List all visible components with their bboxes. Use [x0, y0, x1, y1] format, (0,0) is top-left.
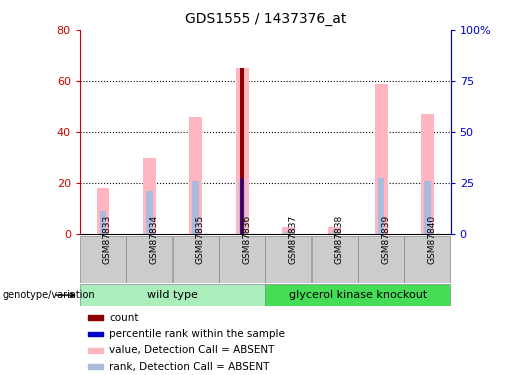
Text: GSM87838: GSM87838 [335, 214, 344, 264]
Bar [88, 332, 103, 336]
Text: value, Detection Call = ABSENT: value, Detection Call = ABSENT [109, 345, 275, 355]
Text: GSM87837: GSM87837 [288, 214, 297, 264]
Bar [80, 284, 265, 306]
Bar [378, 178, 384, 234]
Text: GSM87833: GSM87833 [103, 214, 112, 264]
Title: GDS1555 / 1437376_at: GDS1555 / 1437376_at [184, 12, 346, 26]
Bar [328, 227, 341, 234]
Bar [285, 231, 291, 234]
Bar [88, 348, 103, 353]
Bar [143, 158, 156, 234]
Bar [96, 188, 110, 234]
Bar [404, 236, 451, 283]
Bar [126, 236, 173, 283]
Text: glycerol kinase knockout: glycerol kinase knockout [289, 290, 427, 300]
Bar [312, 236, 358, 283]
Bar [146, 191, 152, 234]
Text: wild type: wild type [147, 290, 198, 300]
Bar [358, 236, 404, 283]
Text: GSM87836: GSM87836 [242, 214, 251, 264]
Bar [189, 117, 202, 234]
Text: genotype/variation: genotype/variation [3, 291, 95, 300]
Bar [193, 181, 199, 234]
Text: GSM87840: GSM87840 [427, 214, 436, 264]
Bar [374, 84, 388, 234]
Bar [265, 284, 451, 306]
Bar [332, 231, 338, 234]
Bar [88, 315, 103, 320]
Bar [80, 236, 126, 283]
Bar [241, 178, 243, 234]
Bar [424, 181, 431, 234]
Text: GSM87835: GSM87835 [196, 214, 204, 264]
Text: count: count [109, 313, 139, 322]
Bar [88, 364, 103, 369]
Bar [100, 211, 106, 234]
Bar [241, 68, 244, 234]
Bar [173, 236, 219, 283]
Bar [235, 68, 249, 234]
Bar [282, 227, 295, 234]
Bar [239, 181, 245, 234]
Bar [219, 236, 265, 283]
Bar [265, 236, 312, 283]
Text: GSM87834: GSM87834 [149, 214, 158, 264]
Text: rank, Detection Call = ABSENT: rank, Detection Call = ABSENT [109, 362, 270, 372]
Bar [421, 114, 434, 234]
Text: percentile rank within the sample: percentile rank within the sample [109, 329, 285, 339]
Text: GSM87839: GSM87839 [381, 214, 390, 264]
